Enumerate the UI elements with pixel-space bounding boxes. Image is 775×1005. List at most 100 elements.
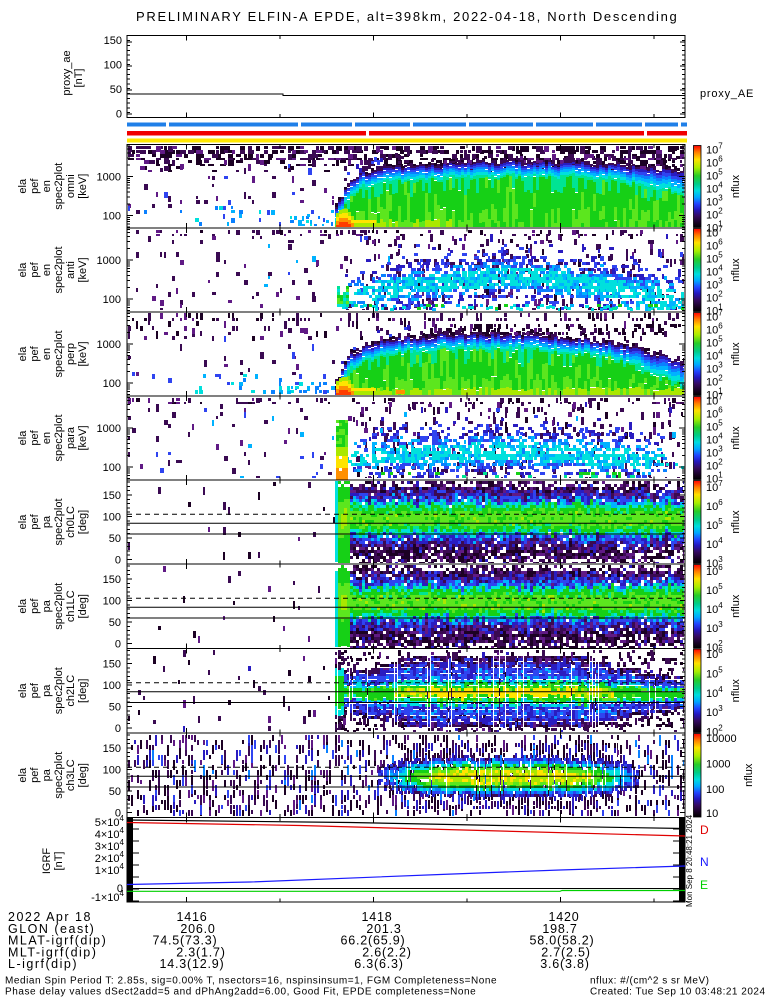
svg-text:100: 100: [104, 60, 122, 72]
svg-text:1000: 1000: [706, 759, 730, 771]
svg-text:proxy_ae: proxy_ae: [61, 50, 73, 95]
svg-text:nflux: nflux: [730, 594, 742, 618]
svg-text:150: 150: [103, 659, 121, 671]
svg-text:pef: pef: [29, 682, 41, 698]
svg-text:100: 100: [103, 680, 121, 692]
svg-text:1000: 1000: [97, 172, 121, 184]
svg-text:anti: anti: [65, 261, 77, 279]
svg-text:spec2plot: spec2plot: [53, 752, 65, 799]
svg-text:[keV]: [keV]: [77, 257, 89, 282]
svg-text:Created: Tue Sep 10 03:48:21 2: Created: Tue Sep 10 03:48:21 2024: [590, 987, 766, 998]
svg-text:spec2plot: spec2plot: [53, 163, 65, 210]
svg-text:2.6(2.2): 2.6(2.2): [362, 945, 411, 959]
svg-text:50: 50: [109, 533, 121, 545]
svg-text:1418: 1418: [361, 910, 392, 924]
svg-text:MLT-igrf(dip): MLT-igrf(dip): [8, 945, 97, 959]
svg-text:100: 100: [103, 596, 121, 608]
svg-text:nflux: nflux: [730, 679, 742, 703]
svg-text:[keV]: [keV]: [77, 174, 89, 199]
svg-text:omni: omni: [65, 174, 77, 198]
svg-text:ela: ela: [17, 430, 29, 446]
svg-text:pa: pa: [41, 684, 53, 697]
svg-text:2×104: 2×104: [95, 850, 125, 865]
svg-text:[deg]: [deg]: [77, 679, 89, 703]
svg-text:[nT]: [nT]: [73, 69, 85, 88]
svg-text:GLON (east): GLON (east): [8, 922, 95, 936]
svg-text:201.3: 201.3: [366, 922, 401, 936]
svg-text:2.3(1.7): 2.3(1.7): [176, 945, 225, 959]
svg-text:1420: 1420: [548, 910, 579, 924]
svg-text:0: 0: [117, 883, 123, 895]
svg-text:en: en: [41, 348, 53, 360]
svg-text:nflux: nflux: [730, 174, 742, 198]
svg-text:1000: 1000: [97, 339, 121, 351]
svg-text:ch3LC: ch3LC: [65, 759, 77, 791]
svg-text:nflux: nflux: [730, 426, 742, 450]
svg-text:ela: ela: [17, 767, 29, 783]
svg-text:spec2plot: spec2plot: [53, 414, 65, 461]
svg-text:ela: ela: [17, 598, 29, 614]
svg-text:150: 150: [104, 35, 122, 47]
svg-text:5×104: 5×104: [95, 814, 125, 829]
svg-text:150: 150: [103, 743, 121, 755]
svg-text:pef: pef: [29, 767, 41, 783]
svg-text:14.3(12.9): 14.3(12.9): [160, 957, 225, 971]
svg-text:perp: perp: [65, 343, 77, 365]
svg-text:nflux: #/(cm^2 s sr MeV): nflux: #/(cm^2 s sr MeV): [590, 976, 710, 987]
svg-text:pa: pa: [41, 515, 53, 528]
svg-text:ch2LC: ch2LC: [65, 675, 77, 707]
svg-text:0: 0: [115, 639, 121, 651]
svg-text:10: 10: [706, 808, 718, 820]
svg-text:50: 50: [109, 617, 121, 629]
svg-text:100: 100: [103, 211, 121, 223]
svg-text:spec2plot: spec2plot: [53, 246, 65, 293]
svg-text:pef: pef: [29, 598, 41, 614]
svg-text:[deg]: [deg]: [77, 763, 89, 787]
svg-text:2.7(2.5): 2.7(2.5): [541, 945, 590, 959]
svg-text:E: E: [700, 878, 708, 892]
svg-text:198.7: 198.7: [542, 922, 577, 936]
svg-text:ch0LC: ch0LC: [65, 506, 77, 538]
svg-text:[keV]: [keV]: [77, 341, 89, 366]
svg-text:N: N: [700, 855, 709, 869]
svg-text:-1×104: -1×104: [91, 889, 124, 904]
svg-text:6.3(6.3): 6.3(6.3): [354, 957, 403, 971]
svg-text:proxy_AE: proxy_AE: [700, 88, 754, 100]
svg-text:pa: pa: [41, 768, 53, 781]
svg-text:ela: ela: [17, 346, 29, 362]
svg-text:Median Spin Period T: 2.85s, s: Median Spin Period T: 2.85s, sig=0.00% T…: [5, 976, 497, 987]
svg-text:2022 Apr 18: 2022 Apr 18: [8, 910, 92, 924]
svg-text:[keV]: [keV]: [77, 425, 89, 450]
svg-text:150: 150: [103, 490, 121, 502]
svg-text:pef: pef: [29, 429, 41, 445]
svg-text:IGRF: IGRF: [41, 848, 53, 875]
svg-text:[deg]: [deg]: [77, 594, 89, 618]
svg-text:0: 0: [115, 808, 121, 820]
svg-text:spec2plot: spec2plot: [53, 667, 65, 714]
svg-text:150: 150: [103, 574, 121, 586]
svg-text:3.6(3.8): 3.6(3.8): [540, 957, 589, 971]
svg-text:nflux: nflux: [730, 342, 742, 366]
svg-text:pef: pef: [29, 178, 41, 194]
svg-text:10000: 10000: [706, 733, 737, 745]
svg-text:L-igrf(dip): L-igrf(dip): [8, 957, 78, 971]
svg-text:nflux: nflux: [743, 763, 755, 787]
svg-text:66.2(65.9): 66.2(65.9): [341, 934, 406, 948]
svg-text:en: en: [41, 432, 53, 444]
svg-text:[deg]: [deg]: [77, 510, 89, 534]
svg-text:D: D: [700, 823, 709, 837]
svg-text:ch1LC: ch1LC: [65, 590, 77, 622]
svg-text:50: 50: [109, 786, 121, 798]
svg-text:0: 0: [115, 555, 121, 567]
svg-text:spec2plot: spec2plot: [53, 498, 65, 545]
svg-text:0: 0: [115, 723, 121, 735]
svg-text:spec2plot: spec2plot: [53, 583, 65, 630]
svg-text:100: 100: [103, 512, 121, 524]
svg-text:Phase delay values dSect2add=5: Phase delay values dSect2add=5 and dPhAn…: [5, 987, 476, 998]
svg-text:100: 100: [103, 765, 121, 777]
svg-text:pef: pef: [29, 513, 41, 529]
svg-text:PRELIMINARY ELFIN-A EPDE, alt=: PRELIMINARY ELFIN-A EPDE, alt=398km, 202…: [136, 9, 678, 24]
svg-text:50: 50: [109, 702, 121, 714]
svg-text:[nT]: [nT]: [53, 852, 65, 871]
svg-text:1×104: 1×104: [95, 862, 125, 877]
